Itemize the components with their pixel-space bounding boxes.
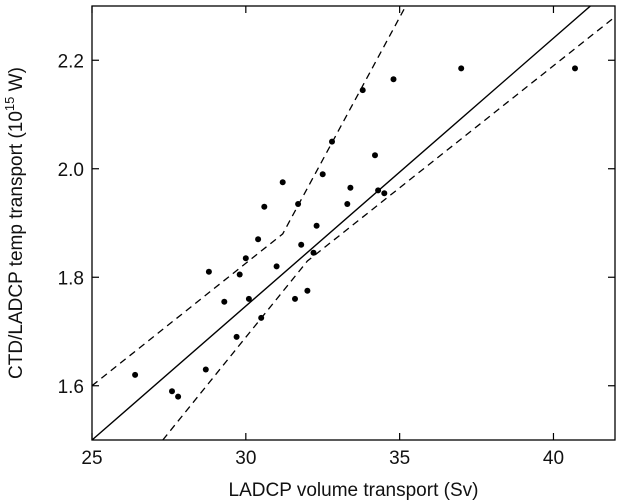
data-point — [304, 287, 311, 294]
data-point — [313, 222, 320, 229]
fit-lines — [92, 6, 615, 440]
data-point — [319, 171, 326, 178]
data-point — [261, 203, 268, 210]
data-point — [572, 65, 578, 72]
regression-line — [92, 6, 591, 440]
data-point — [255, 236, 262, 243]
y-tick-label: 1.6 — [58, 377, 84, 398]
y-axis-label-unit: W) — [6, 67, 27, 97]
data-point — [347, 184, 354, 191]
data-point — [375, 187, 382, 194]
data-point — [233, 333, 240, 340]
x-tick-label: 40 — [543, 448, 564, 469]
data-point — [236, 271, 243, 278]
y-tick-label: 1.8 — [58, 268, 84, 289]
data-point — [298, 241, 305, 248]
data-point — [344, 201, 351, 207]
x-tick-label: 30 — [235, 448, 256, 469]
data-point — [202, 366, 209, 373]
lower-confidence-line — [162, 16, 615, 440]
data-point — [273, 263, 280, 270]
data-point — [390, 76, 397, 83]
data-point — [175, 393, 182, 400]
data-point — [295, 201, 302, 207]
data-point — [381, 190, 388, 197]
y-axis-label-exponent: 15 — [2, 97, 17, 111]
data-point — [329, 138, 335, 145]
data-point — [242, 255, 249, 262]
data-point — [245, 295, 252, 302]
data-point — [258, 314, 265, 321]
data-point — [310, 249, 317, 256]
data-point — [279, 179, 286, 186]
axis-ticks: 25 30 35 40 1.6 1.8 2.0 2.2 — [58, 6, 615, 469]
data-point — [169, 388, 175, 395]
y-tick-label: 2.2 — [58, 51, 84, 72]
data-points — [132, 65, 578, 400]
upper-confidence-line — [92, 6, 407, 387]
data-point — [292, 295, 298, 302]
x-tick-label: 25 — [81, 448, 102, 469]
x-axis-label: LADCP volume transport (Sv) — [229, 480, 479, 501]
data-point — [132, 371, 139, 378]
data-point — [221, 298, 228, 305]
data-point — [205, 268, 212, 275]
data-point — [458, 65, 465, 72]
y-axis-label-main: CTD/LADCP temp transport (10 — [6, 111, 27, 379]
x-tick-label: 35 — [389, 448, 410, 469]
y-tick-label: 2.0 — [58, 160, 84, 181]
data-point — [359, 87, 366, 94]
y-axis-label: CTD/LADCP temp transport (1015 W) — [2, 67, 27, 379]
data-point — [372, 152, 378, 159]
plot-area-frame — [91, 5, 616, 441]
